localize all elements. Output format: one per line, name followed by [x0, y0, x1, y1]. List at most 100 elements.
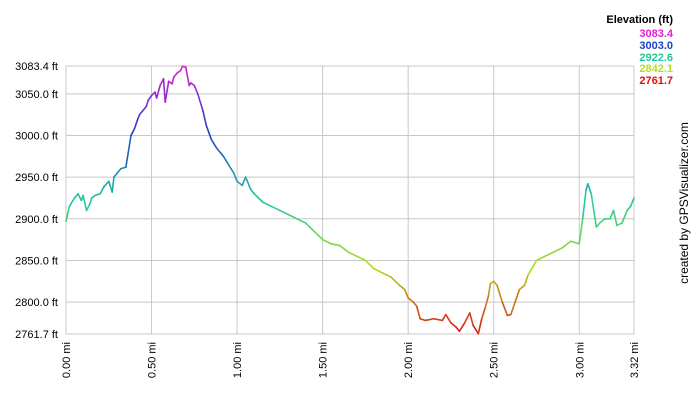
profile-segment [501, 301, 509, 317]
profile-segment [130, 128, 136, 137]
profile-segment [313, 230, 324, 241]
profile-segment [492, 280, 498, 287]
profile-segment [424, 317, 435, 322]
profile-segment [595, 222, 601, 228]
y-tick-label: 2950.0 ft [15, 172, 58, 184]
profile-segment [287, 213, 298, 220]
chart-grid [65, 65, 635, 335]
profile-segment [587, 182, 593, 195]
profile-segment [111, 176, 115, 193]
profile-segment [535, 255, 546, 262]
profile-segment [441, 313, 447, 322]
profile-segment [578, 217, 584, 245]
profile-segment [433, 317, 444, 322]
profile-segment [445, 313, 452, 324]
profile-segment [244, 176, 252, 191]
profile-segment [164, 80, 170, 103]
profile-segment [496, 284, 504, 303]
profile-segment [544, 251, 555, 258]
profile-segment [590, 192, 598, 228]
profile-segment [581, 188, 587, 220]
profile-segment [621, 209, 628, 224]
x-tick-label: 1.00 mi [232, 342, 244, 378]
profile-segment [232, 172, 238, 183]
profile-segment [598, 217, 606, 224]
x-tick-label: 3.32 mi [629, 342, 641, 378]
profile-segment [338, 244, 350, 253]
profile-segment [202, 109, 208, 127]
y-tick-label: 2761.7 ft [15, 329, 58, 341]
x-tick-label: 0.00 mi [61, 342, 73, 378]
profile-segment [463, 312, 471, 324]
profile-segment [412, 301, 418, 308]
profile-segment [477, 317, 483, 335]
profile-segment [468, 312, 474, 327]
profile-segment [99, 186, 105, 195]
profile-segment [102, 180, 110, 188]
profile-segment [523, 274, 529, 287]
profile-segment [609, 209, 615, 220]
profile-segment [612, 209, 618, 227]
profile-segment [510, 288, 521, 316]
y-tick-label: 3083.4 ft [15, 61, 58, 73]
profile-segment [65, 205, 71, 223]
profile-segment [236, 180, 244, 187]
profile-segment [193, 84, 199, 95]
legend-entry: 2842.1 [639, 63, 673, 76]
y-tick-label: 2800.0 ft [15, 297, 58, 309]
profile-segment [261, 201, 273, 208]
profile-segment [398, 284, 406, 291]
profile-segment [552, 247, 563, 253]
profile-segment [241, 176, 247, 187]
profile-segment [279, 209, 290, 216]
profile-segment [472, 324, 480, 335]
profile-segment [381, 272, 392, 278]
credit-text: created by GPSVisualizer.com [677, 122, 691, 284]
legend-entry: 2922.6 [639, 51, 673, 64]
profile-segment [403, 288, 409, 299]
profile-segment [569, 240, 581, 245]
profile-segment [162, 78, 167, 103]
profile-segment [561, 240, 572, 249]
profile-segment [155, 84, 161, 99]
profile-segment [142, 105, 148, 112]
profile-segment [171, 76, 175, 85]
profile-segment [138, 109, 144, 116]
legend-entry: 3083.4 [639, 28, 673, 40]
profile-segment [73, 192, 79, 199]
y-tick-label: 2900.0 ft [15, 214, 58, 226]
profile-segment [616, 222, 623, 227]
profile-segment [407, 297, 415, 303]
profile-segment [215, 147, 225, 158]
profile-segment [321, 238, 332, 245]
profile-segment [172, 72, 179, 78]
y-tick-label: 2850.0 ft [15, 255, 58, 267]
profile-segment [145, 99, 149, 108]
profile-segment [113, 172, 119, 178]
profile-segment [373, 267, 384, 274]
profile-segment [77, 192, 83, 202]
profile-segment [133, 118, 139, 130]
profile-segment [94, 192, 102, 197]
x-tick-label: 2.50 mi [489, 342, 501, 378]
elevation-profile-line [65, 65, 635, 335]
profile-segment [249, 188, 255, 195]
y-tick-label: 3050.0 ft [15, 89, 58, 101]
legend: 3083.4 3003.0 2922.6 2842.1 2761.7 [560, 28, 673, 88]
legend-entry: 3003.0 [639, 39, 673, 52]
profile-segment [125, 134, 132, 168]
profile-segment [419, 317, 427, 322]
profile-segment [196, 93, 204, 112]
profile-segment [205, 124, 213, 141]
profile-segment [270, 205, 281, 212]
profile-segment [390, 276, 401, 287]
profile-segment [364, 259, 375, 270]
profile-segment [147, 94, 153, 102]
x-axis-ticks: 0.00 mi 0.50 mi 1.00 mi 1.50 mi 2.00 mi 2.50 … [61, 342, 641, 378]
profile-segment [484, 294, 490, 309]
profile-segment [347, 251, 358, 258]
y-axis-ticks: 2761.7 ft 2800.0 ft 2850.0 ft 2900.0 ft 2950… [15, 61, 58, 341]
profile-segment [116, 168, 122, 174]
x-tick-label: 1.50 mi [318, 342, 330, 378]
